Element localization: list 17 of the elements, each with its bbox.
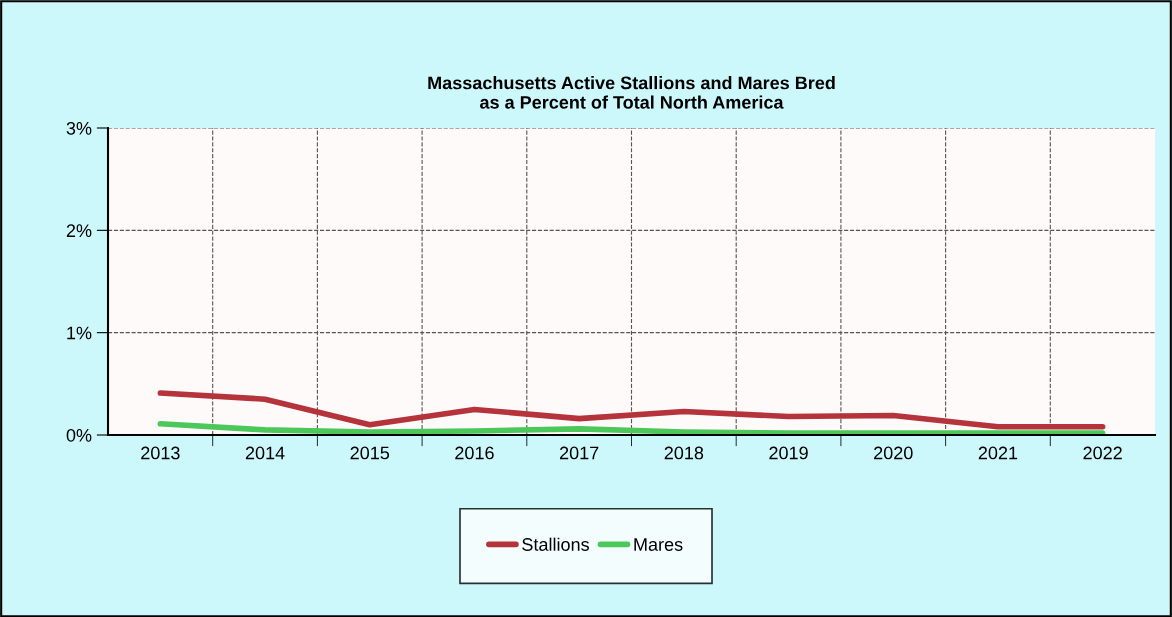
x-tick-label: 2020: [874, 446, 913, 460]
x-tick-label: 2022: [1083, 446, 1122, 460]
x-tick-label: 2016: [455, 446, 494, 460]
x-tick-label: 2013: [141, 446, 180, 460]
x-tick-label: 2018: [664, 446, 704, 460]
legend-label: Stallions: [522, 537, 589, 551]
legend-label: Mares: [634, 538, 683, 551]
y-tick-label: 2%: [66, 224, 92, 237]
x-tick-label: 2017: [559, 446, 599, 460]
y-tick-label: 0%: [66, 428, 92, 442]
x-tick-label: 2015: [350, 446, 390, 460]
x-tick-label: 2021: [978, 446, 1018, 460]
y-tick-label: 3%: [66, 121, 92, 135]
x-tick-label: 2014: [245, 446, 285, 460]
x-tick-label: 2019: [769, 446, 808, 460]
chart-title: Massachusetts Active Stallions and Mares Bred as a Percent of Total North America: [428, 76, 835, 109]
y-tick-label: 1%: [67, 326, 92, 340]
